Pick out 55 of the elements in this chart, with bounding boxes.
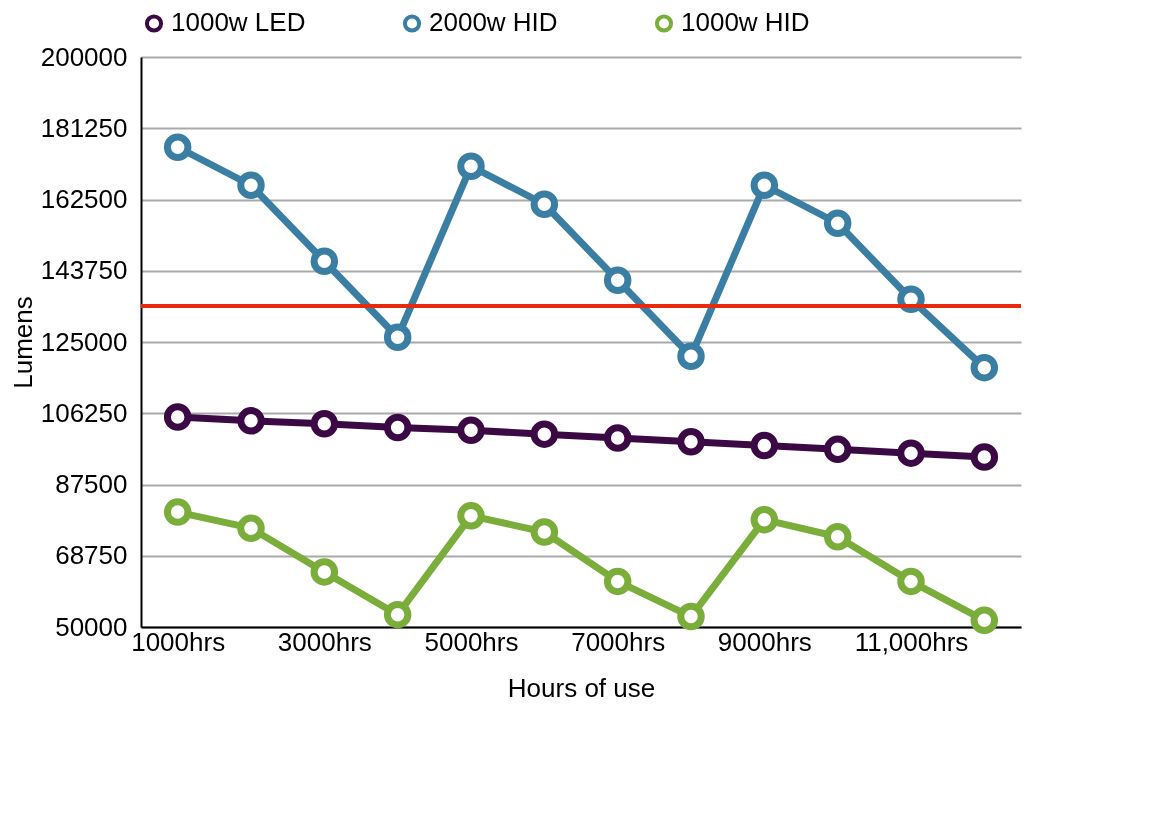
x-tick-label: 9000hrs [717,626,812,657]
legend-label: 1000w HID [681,7,810,38]
point [530,420,559,448]
point [750,171,779,199]
y-tick-label: 87500 [55,469,128,499]
x-tick-label: 1000hrs [131,626,226,657]
point [823,435,852,464]
point [603,567,632,596]
y-tick-label: 106250 [40,397,128,428]
point [603,424,632,452]
point [530,518,559,546]
point [383,413,412,442]
point [970,606,999,635]
y-tick-label: 200000 [40,41,128,72]
point [970,443,999,471]
point [897,567,925,596]
x-tick-label: 3000hrs [277,626,372,657]
x-tick-label: 5000hrs [424,626,519,657]
point [163,498,192,526]
point [970,353,999,382]
y-tick-label: 143750 [40,255,128,286]
point [163,133,192,161]
point [677,428,705,456]
point [677,602,705,631]
point [237,407,265,435]
legend-label: 2000w HID [429,7,558,38]
point [237,171,265,199]
point [310,247,339,275]
point [603,266,632,294]
point [750,431,779,460]
y-tick-label: 125000 [40,326,128,357]
point [750,505,779,534]
x-tick-label: 11,000hrs [854,626,969,657]
y-tick-label: 68750 [55,540,128,571]
y-axis-title: Lumens [7,296,38,389]
legend-label: 1000w LED [171,7,306,38]
point [163,403,192,431]
point [383,600,412,629]
point [530,190,559,218]
point [310,558,339,586]
point [383,323,412,351]
y-tick-label: 50000 [55,611,128,642]
y-tick-label: 181250 [40,112,128,143]
point [897,439,925,467]
point [457,502,485,530]
x-tick-label: 7000hrs [571,626,666,657]
point [310,409,339,438]
point [823,209,852,237]
point [457,152,485,180]
point [457,416,485,445]
x-axis-title: Hours of use [507,672,656,703]
point [237,514,265,542]
y-tick-label: 162500 [40,184,128,214]
point [677,342,705,370]
point [823,523,852,551]
